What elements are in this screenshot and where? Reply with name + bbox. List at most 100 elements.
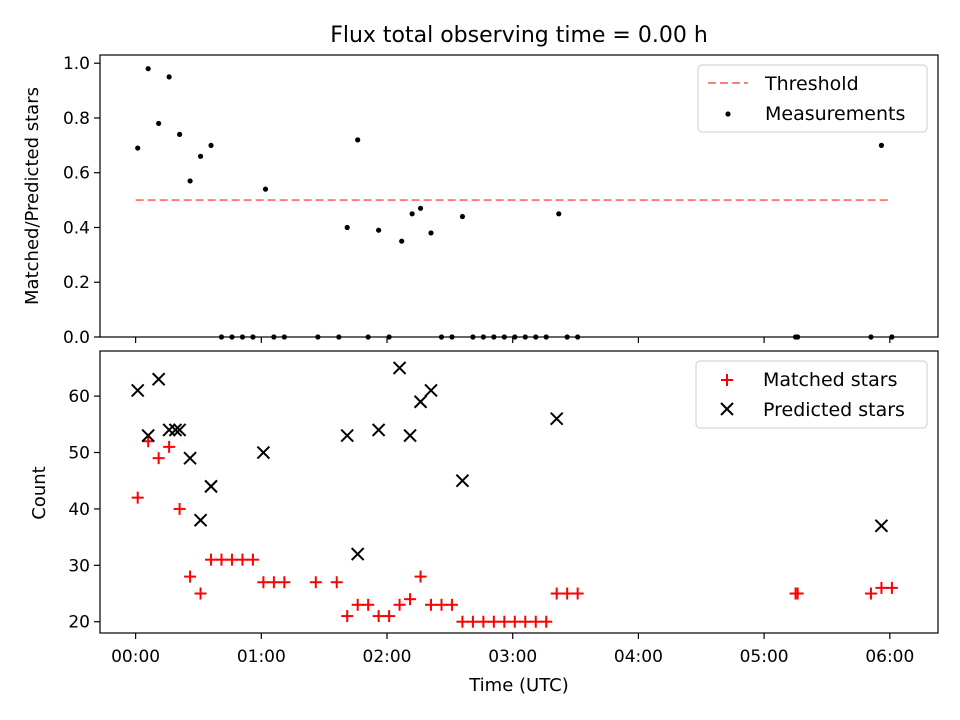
- measurement-point: [239, 334, 246, 340]
- predicted-point: [403, 428, 417, 443]
- measurement-point: [177, 131, 183, 137]
- chart-title: Flux total observing time = 0.00 h: [330, 23, 708, 48]
- measurement-point: [344, 224, 350, 231]
- matched-point: [498, 615, 511, 628]
- predicted-point: [204, 479, 218, 494]
- measurements-legend-label: Measurements: [765, 103, 905, 125]
- measurement-point: [889, 334, 895, 340]
- measurement-point: [166, 74, 172, 80]
- measurement-point: [156, 120, 162, 127]
- matched-point: [142, 435, 155, 448]
- matched-point: [487, 615, 500, 628]
- y-tick-label: 0.0: [63, 328, 90, 348]
- matched-point: [393, 598, 406, 611]
- y-tick-label: 50: [68, 444, 90, 464]
- measurement-point: [187, 178, 193, 184]
- measurement-point: [229, 334, 235, 340]
- matched-point: [383, 610, 396, 623]
- predicted-legend-label: Predicted stars: [763, 399, 905, 421]
- measurement-point: [376, 227, 382, 233]
- y-tick-label: 30: [68, 556, 90, 576]
- predicted-point: [193, 513, 208, 527]
- matched-point: [267, 576, 280, 589]
- matched-point: [456, 615, 469, 628]
- matched-point: [131, 491, 144, 504]
- measurement-point: [480, 334, 486, 340]
- x-tick-label: 05:00: [740, 647, 789, 667]
- matched-point: [425, 598, 438, 611]
- measurement-point: [250, 334, 256, 340]
- matched-point: [864, 587, 877, 600]
- ratio-y-ticks: 0.0 0.2 0.4 0.6 0.8 1.0: [63, 54, 100, 348]
- matched-point: [561, 587, 574, 600]
- matched-point: [885, 581, 898, 594]
- measurement-point: [262, 186, 269, 192]
- matched-point: [278, 576, 291, 589]
- predicted-point: [371, 423, 386, 437]
- matched-point: [341, 610, 354, 623]
- measurement-point: [795, 334, 801, 340]
- measurement-point: [197, 153, 204, 159]
- matched-point: [435, 598, 448, 611]
- predicted-point: [874, 519, 889, 533]
- measurement-point: [399, 238, 405, 244]
- measurement-point: [449, 334, 455, 340]
- y-tick-label: 20: [68, 613, 90, 633]
- x-tick-label: 00:00: [111, 647, 160, 667]
- measurement-point: [409, 211, 415, 217]
- threshold-legend-label: Threshold: [764, 73, 859, 95]
- measurement-point: [878, 142, 885, 148]
- matched-point: [404, 593, 417, 606]
- matched-point: [519, 615, 532, 628]
- x-tick-label: 02:00: [363, 647, 412, 667]
- predicted-point: [131, 383, 145, 398]
- predicted-point: [141, 428, 155, 443]
- ratio-legend: Threshold Measurements: [697, 64, 928, 133]
- measurement-point: [135, 145, 141, 151]
- y-tick-label: 60: [68, 387, 90, 407]
- measurement-point: [386, 334, 392, 340]
- matched-point: [194, 587, 207, 600]
- predicted-point: [162, 423, 176, 437]
- matched-point: [540, 615, 553, 628]
- predicted-point: [350, 547, 365, 561]
- matched-point: [215, 553, 228, 566]
- predicted-point: [168, 423, 183, 437]
- matched-legend-label: Matched stars: [763, 369, 897, 391]
- x-tick-label: 06:00: [865, 647, 914, 667]
- matched-point: [173, 502, 186, 515]
- x-tick-label: 01:00: [237, 647, 286, 667]
- measurement-point: [470, 334, 476, 340]
- matched-point: [205, 553, 218, 566]
- measurement-point: [491, 334, 497, 340]
- y-tick-label: 0.2: [63, 273, 90, 293]
- count-y-ticks: 20 30 40 50 60: [68, 387, 100, 633]
- y-tick-label: 1.0: [63, 54, 90, 74]
- count-y-axis-label: Count: [29, 466, 50, 519]
- ratio-axes: 0.0 0.2 0.4 0.6 0.8 1.0 Matched/Predicted sta…: [22, 54, 939, 348]
- measurement-point: [522, 334, 528, 340]
- count-marks: [131, 361, 898, 628]
- matched-point: [309, 576, 322, 589]
- measurement-point: [145, 66, 151, 72]
- count-legend: Matched stars Predicted stars: [695, 360, 928, 429]
- measurement-point: [336, 334, 342, 340]
- y-tick-label: 0.8: [63, 109, 90, 129]
- measurement-point: [575, 334, 581, 340]
- measurement-point: [533, 334, 539, 340]
- matched-point: [163, 440, 176, 453]
- predicted-point: [172, 423, 187, 437]
- predicted-legend-swatch: [720, 402, 734, 416]
- matched-point: [236, 553, 249, 566]
- matched-point: [875, 581, 888, 594]
- matched-point: [246, 553, 259, 566]
- matched-point: [550, 587, 563, 600]
- measurement-point: [556, 211, 562, 217]
- predicted-point: [455, 474, 470, 488]
- matched-point: [445, 598, 458, 611]
- ratio-legend-box: [697, 64, 928, 133]
- count-plot-frame: [99, 350, 939, 634]
- measurement-point: [438, 334, 445, 340]
- count-x-ticks: 00:00 01:00 02:00 03:00 04:00 05:00 06:00: [111, 633, 914, 667]
